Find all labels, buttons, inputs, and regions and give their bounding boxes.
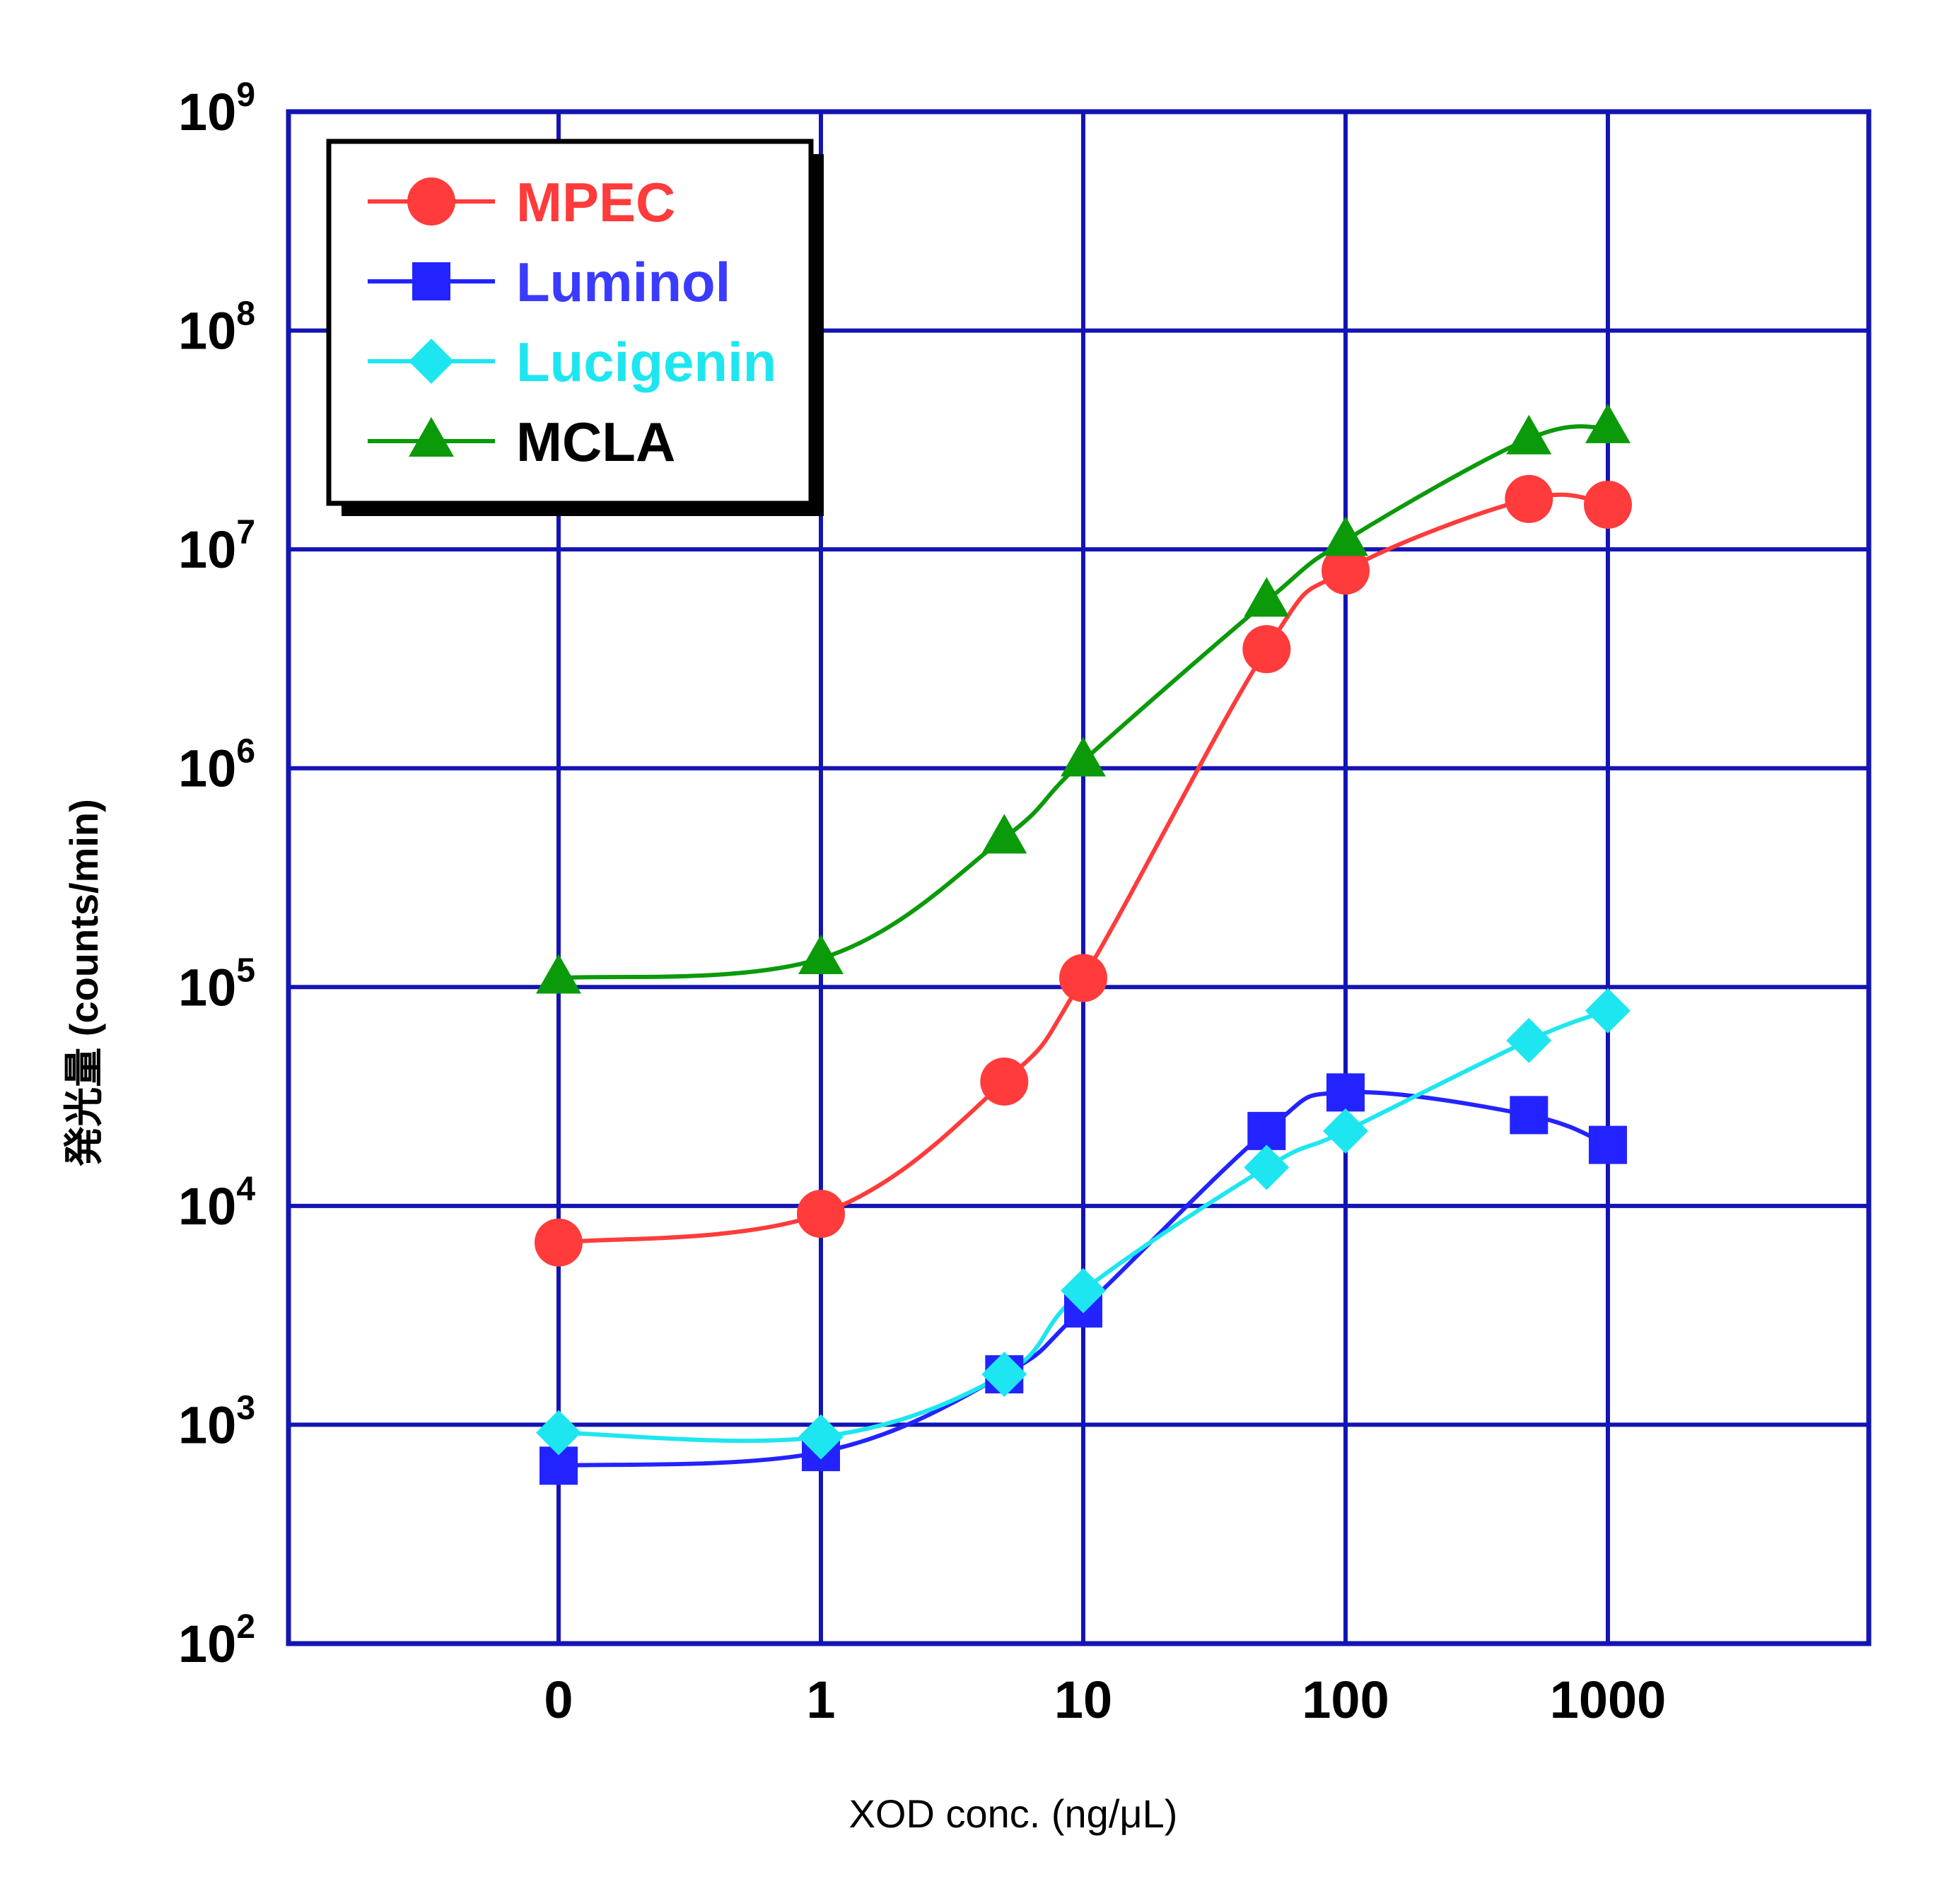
data-point-lucigenin — [981, 1352, 1027, 1398]
data-point-lucigenin — [1244, 1145, 1290, 1190]
data-point-luminol — [1589, 1125, 1627, 1164]
data-point-mcla — [1323, 516, 1368, 556]
y-tick-label: 102 — [178, 1608, 255, 1673]
legend-marker — [407, 177, 455, 226]
data-point-mpec — [797, 1190, 845, 1239]
y-tick-exponent: 5 — [236, 952, 255, 989]
x-axis-label: XOD conc. (ng/μL) — [849, 1791, 1178, 1836]
data-point-lucigenin — [798, 1414, 844, 1460]
y-tick-exponent: 8 — [236, 295, 255, 333]
data-point-mcla — [981, 814, 1027, 854]
x-tick-label: 1000 — [1550, 1670, 1667, 1729]
data-point-luminol — [1247, 1111, 1286, 1150]
legend-marker — [409, 417, 454, 457]
legend-label: Lucigenin — [516, 331, 776, 393]
data-point-lucigenin — [1061, 1268, 1106, 1313]
y-tick-base: 10 — [178, 520, 236, 579]
legend-marker — [409, 339, 454, 384]
y-tick-base: 10 — [178, 1177, 236, 1236]
y-tick-base: 10 — [178, 1395, 236, 1454]
legend-label: Luminol — [516, 251, 730, 313]
data-point-mpec — [1505, 474, 1553, 523]
legend: MPEC Luminol Lucigenin MCLA — [326, 139, 824, 516]
y-tick-label: 107 — [178, 514, 255, 579]
data-point-mcla — [536, 954, 581, 994]
y-tick-exponent: 2 — [236, 1608, 255, 1646]
y-tick-label: 105 — [178, 952, 255, 1017]
data-point-luminol — [1510, 1096, 1548, 1135]
data-point-mcla — [798, 934, 844, 974]
data-point-lucigenin — [1585, 988, 1631, 1034]
data-point-mpec — [535, 1218, 583, 1267]
data-point-mpec — [980, 1057, 1029, 1106]
data-point-mcla — [1506, 414, 1552, 455]
y-tick-label: 104 — [178, 1171, 255, 1236]
plot-frame — [286, 109, 1872, 1646]
series-markers — [535, 403, 1632, 1485]
data-point-lucigenin — [536, 1410, 581, 1456]
y-tick-label: 109 — [178, 76, 255, 141]
data-point-mpec — [1584, 480, 1632, 529]
x-axis-ticks: 0 1 10 100 1000 — [544, 1670, 1666, 1729]
y-tick-exponent: 7 — [236, 514, 255, 551]
data-point-lucigenin — [1323, 1108, 1368, 1154]
y-tick-exponent: 9 — [236, 76, 255, 114]
legend-marker — [412, 262, 450, 300]
data-point-mpec — [1059, 954, 1107, 1002]
x-tick-label: 100 — [1302, 1670, 1389, 1729]
y-tick-label: 106 — [178, 733, 255, 798]
data-point-mpec — [1242, 625, 1291, 674]
y-tick-label: 108 — [178, 295, 255, 361]
y-tick-label: 103 — [178, 1389, 255, 1454]
y-tick-exponent: 4 — [236, 1171, 255, 1208]
legend-label: MPEC — [516, 171, 675, 233]
y-tick-exponent: 3 — [236, 1389, 255, 1427]
data-point-mcla — [1585, 403, 1631, 443]
legend-label: MCLA — [516, 411, 675, 473]
y-tick-base: 10 — [178, 739, 236, 798]
y-tick-base: 10 — [178, 1615, 236, 1673]
data-point-luminol — [1326, 1073, 1365, 1112]
y-tick-base: 10 — [178, 83, 236, 141]
y-tick-base: 10 — [178, 958, 236, 1017]
y-axis-label: 発光量 (counts/min) — [62, 799, 106, 1166]
x-tick-label: 1 — [806, 1670, 835, 1729]
data-point-mcla — [1061, 737, 1106, 777]
y-tick-exponent: 6 — [236, 733, 255, 771]
x-tick-label: 0 — [544, 1670, 573, 1729]
y-tick-base: 10 — [178, 302, 236, 361]
data-point-mcla — [1244, 577, 1290, 617]
data-point-lucigenin — [1506, 1017, 1552, 1063]
data-point-mpec — [1322, 546, 1370, 595]
x-tick-label: 10 — [1054, 1670, 1112, 1729]
